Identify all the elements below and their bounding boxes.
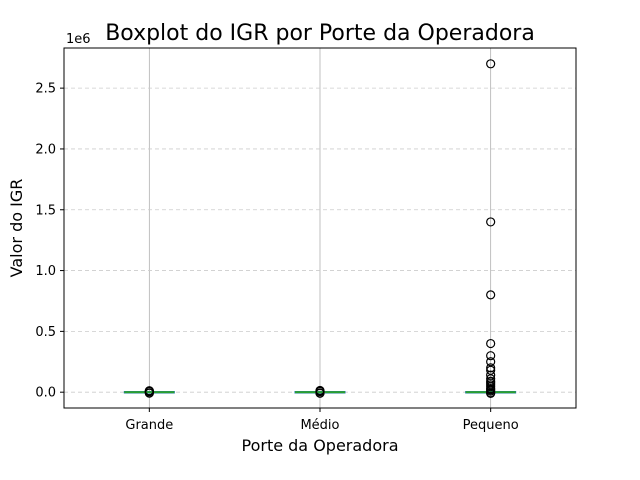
outlier-point	[486, 388, 496, 399]
y-tick-label: 0.0	[35, 386, 56, 401]
outlier-point	[486, 59, 496, 69]
outlier-point	[486, 363, 496, 373]
y-tick-label: 2.5	[35, 82, 56, 97]
box-layer	[123, 59, 517, 399]
grid-layer	[64, 48, 576, 408]
y-tick-label: 0.5	[35, 325, 56, 340]
x-tick-label: Pequeno	[463, 418, 519, 433]
outlier-point	[315, 385, 325, 396]
y-tick-label: 2.0	[35, 142, 56, 157]
y-tick-label: 1.0	[35, 264, 56, 279]
x-tick-label: Grande	[125, 418, 173, 433]
outlier-point	[486, 290, 496, 300]
outlier-point	[144, 386, 154, 396]
outlier-point	[486, 338, 496, 349]
x-axis-title: Porte da Operadora	[242, 436, 399, 455]
outlier-point	[486, 217, 496, 227]
chart-title: Boxplot do IGR por Porte da Operadora	[105, 21, 535, 46]
y-axis-title: Valor do IGR	[7, 179, 26, 278]
y-offset-label: 1e6	[66, 32, 91, 47]
axis-layer: 0.0 0.5 1.0 1.5 2.0 2.5 Grande Médio Pequeno	[35, 82, 518, 433]
y-tick-label: 1.5	[35, 203, 56, 218]
outlier-point	[486, 351, 496, 361]
x-tick-label: Médio	[300, 418, 339, 433]
